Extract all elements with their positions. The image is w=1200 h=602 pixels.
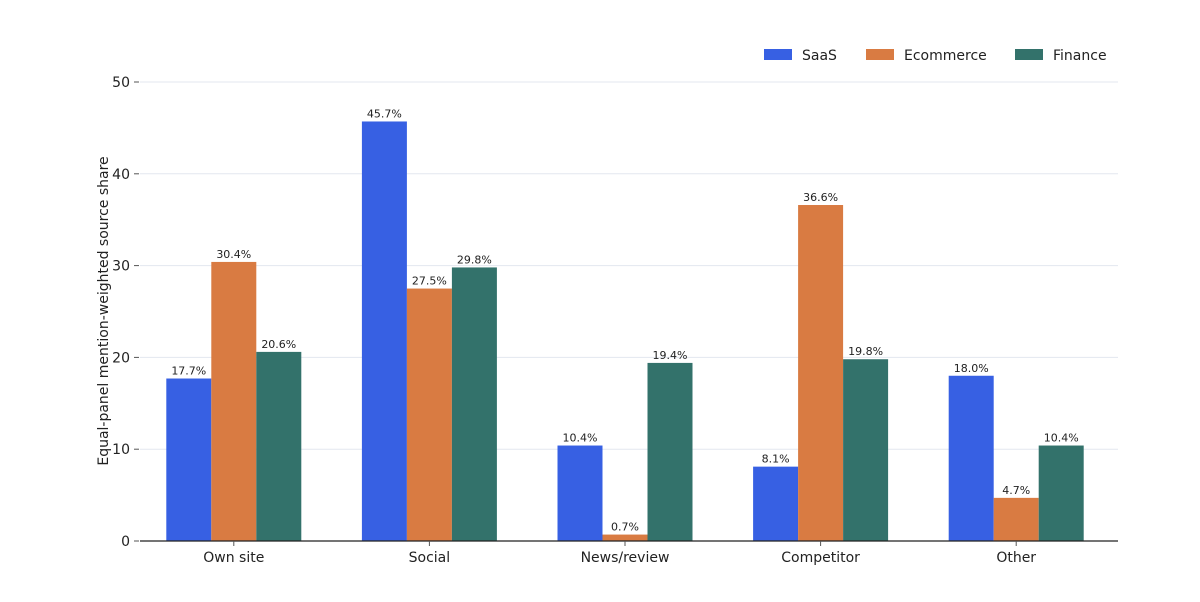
bar-finance-3 (647, 362, 693, 541)
bar-saas-2 (361, 121, 407, 541)
bars: 17.7% 30.4% 20.6% 45.7% 27.5% 29.8% 10.4% 0.7% 1… (166, 107, 1084, 541)
data-label: 27.5% (412, 275, 447, 288)
y-axis: 0 10 20 30 40 50 (112, 75, 139, 550)
legend: SaaS Ecommerce Finance (764, 48, 1107, 64)
data-label: 10.4% (563, 432, 598, 445)
legend-swatch-finance (1015, 49, 1043, 60)
data-label: 19.4% (653, 349, 688, 362)
y-tick-label: 0 (121, 534, 130, 550)
x-tick-label: Other (996, 550, 1036, 566)
bar-saas-1 (166, 378, 212, 541)
x-tick-label: News/review (581, 550, 670, 566)
bar-ecommerce-5 (993, 497, 1039, 541)
bar-ecommerce-2 (406, 288, 452, 541)
data-label: 45.7% (367, 107, 402, 120)
y-tick-label: 20 (112, 350, 130, 366)
bar-saas-3 (557, 445, 603, 541)
data-label: 4.7% (1002, 484, 1030, 497)
data-label: 18.0% (954, 362, 989, 375)
legend-swatch-ecommerce (866, 49, 894, 60)
bar-finance-1 (256, 351, 302, 541)
data-label: 19.8% (848, 345, 883, 358)
y-tick-label: 40 (112, 167, 130, 183)
x-tick-label: Competitor (781, 550, 860, 566)
data-label: 20.6% (261, 338, 296, 351)
data-label: 10.4% (1044, 432, 1079, 445)
y-tick-label: 10 (112, 442, 130, 458)
data-label: 17.7% (171, 365, 206, 378)
data-label: 29.8% (457, 253, 492, 266)
data-label: 36.6% (803, 191, 838, 204)
bar-saas-5 (948, 375, 994, 541)
data-label: 0.7% (611, 521, 639, 534)
data-label: 8.1% (762, 453, 790, 466)
y-axis-title: Equal-panel mention-weighted source shar… (96, 156, 112, 465)
x-tick-label: Own site (203, 550, 264, 566)
bar-ecommerce-3 (602, 534, 648, 541)
bar-finance-2 (451, 267, 497, 541)
legend-label-ecommerce: Ecommerce (904, 48, 987, 64)
bar-saas-4 (753, 466, 799, 541)
legend-label-finance: Finance (1053, 48, 1107, 64)
data-label: 30.4% (216, 248, 251, 261)
legend-label-saas: SaaS (802, 48, 837, 64)
bar-finance-4 (843, 359, 889, 541)
legend-swatch-saas (764, 49, 792, 60)
y-tick-label: 50 (112, 75, 130, 91)
y-tick-label: 30 (112, 259, 130, 275)
bar-ecommerce-1 (211, 261, 257, 541)
x-tick-label: Social (409, 550, 451, 566)
bar-ecommerce-4 (798, 205, 844, 541)
x-axis: Own site Social News/review Competitor Other (140, 540, 1118, 566)
bar-finance-5 (1038, 445, 1084, 541)
